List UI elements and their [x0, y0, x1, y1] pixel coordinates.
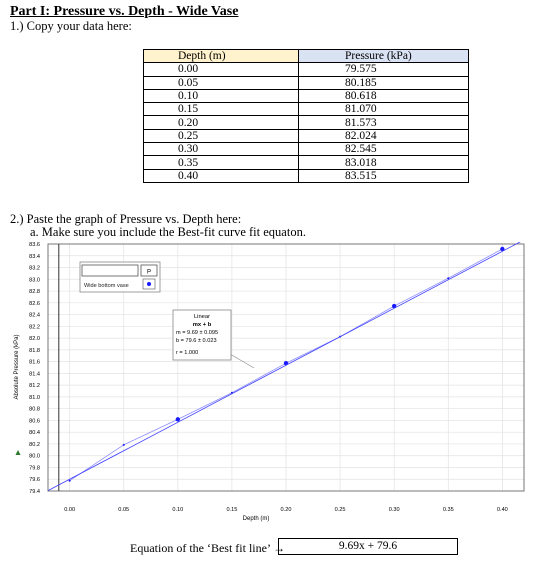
- depth-cell: 0.30: [143, 142, 299, 157]
- x-tick-label: 0.00: [64, 507, 75, 513]
- depth-cell: 0.20: [143, 115, 299, 130]
- data-point: [68, 479, 71, 482]
- y-tick-label: 83.6: [29, 242, 40, 248]
- y-tick-label: 82.4: [29, 313, 40, 319]
- fit-box-r: r = 1.000: [176, 350, 198, 356]
- legend-marker: [147, 282, 151, 286]
- data-point: [447, 277, 450, 280]
- table-row: 0.20 81.573: [143, 115, 469, 130]
- legend-name-field[interactable]: [81, 264, 139, 277]
- y-tick-label: 79.8: [29, 465, 40, 471]
- x-tick-label: 0.30: [389, 507, 400, 513]
- y-tick-label: 80.6: [29, 418, 40, 424]
- depth-cell: 0.25: [143, 128, 299, 144]
- data-point: [391, 303, 397, 309]
- depth-cell: 0.10: [143, 88, 299, 104]
- x-tick-labels: 0.00 0.05 0.10 0.15 0.20 0.25 0.30 0.35 0.40: [64, 507, 508, 513]
- depth-cell: 0.15: [143, 102, 299, 117]
- fit-box-m: m = 9.69 ± 0.095: [176, 330, 218, 336]
- depth-cell: 0.00: [143, 62, 299, 77]
- y-tick-label: 80.8: [29, 407, 40, 413]
- legend[interactable]: P Wide bottom vase: [79, 261, 161, 293]
- fit-box-title: Linear: [194, 314, 210, 320]
- pressure-cell: 82.024: [298, 128, 469, 144]
- y-tick-labels: 79.4 79.6 79.8 80.0 80.2 80.4 80.6 80.8 81.0 81.2…: [29, 242, 40, 495]
- y-tick-label: 79.4: [29, 489, 40, 495]
- table-row: 0.30 82.545: [143, 142, 469, 157]
- x-tick-label: 0.25: [335, 507, 346, 513]
- legend-p-button[interactable]: [140, 264, 158, 277]
- y-tick-label: 83.2: [29, 266, 40, 272]
- y-tick-label: 79.6: [29, 477, 40, 483]
- question-2-text: 2.) Paste the graph of Pressure vs. Dept…: [10, 212, 242, 226]
- y-tick-label: 82.2: [29, 324, 40, 330]
- table-row: 0.05 80.185: [143, 75, 469, 90]
- x-tick-label: 0.40: [497, 507, 508, 513]
- y-tick-label: 81.8: [29, 348, 40, 354]
- part-title: Part I: Pressure vs. Depth - Wide Vase: [10, 4, 239, 19]
- table-row: 0.15 81.070: [143, 102, 469, 117]
- x-tick-label: 0.20: [281, 507, 292, 513]
- equation-value-box[interactable]: 9.69x + 79.6: [278, 538, 458, 555]
- table-row: 0.00 79.575: [143, 62, 469, 77]
- table-header-row: Depth (m) Pressure (kPa): [143, 48, 469, 64]
- pressure-cell: 79.575: [298, 62, 469, 77]
- x-axis-label: Depth (m): [243, 516, 270, 522]
- fit-line-group: [47, 242, 521, 491]
- legend-series-label: Wide bottom vase: [84, 283, 129, 289]
- header-pressure: Pressure (kPa): [298, 48, 469, 64]
- fit-box-leader-line: [229, 353, 255, 369]
- legend-p-label: P: [147, 270, 151, 276]
- pressure-cell: 80.618: [298, 88, 469, 104]
- y-tick-label: 80.4: [29, 430, 40, 436]
- table-row: 0.40 83.515: [143, 168, 469, 183]
- data-table: Depth (m) Pressure (kPa) 0.00 79.575 0.05 8…: [143, 48, 469, 183]
- question-1-text: 1.) Copy your data here:: [10, 19, 132, 33]
- depth-cell: 0.05: [143, 75, 299, 90]
- pressure-cell: 83.515: [298, 168, 469, 183]
- y-tick-label: 82.8: [29, 289, 40, 295]
- x-tick-label: 0.10: [172, 507, 183, 513]
- y-tick-label: 80.0: [29, 454, 40, 460]
- fit-box-frame: [172, 309, 232, 361]
- y-tick-label: 80.2: [29, 442, 40, 448]
- y-tick-label: 82.6: [29, 301, 40, 307]
- y-tick-label: 81.2: [29, 383, 40, 389]
- x-tick-label: 0.05: [118, 507, 129, 513]
- pressure-cell: 81.070: [298, 102, 469, 117]
- equation-label: Equation of the ‘Best fit line’ →: [130, 541, 286, 555]
- pressure-cell: 81.573: [298, 115, 469, 130]
- y-tick-label: 83.0: [29, 277, 40, 283]
- data-point: [175, 417, 181, 422]
- y-tick-label: 82.0: [29, 336, 40, 342]
- table-body: 0.00 79.575 0.05 80.185 0.10 80.618 0.15 81.070…: [143, 62, 469, 183]
- y-axis-expand-icon[interactable]: [15, 450, 21, 455]
- y-tick-label: 81.6: [29, 360, 40, 366]
- fit-box-formula: mx + b: [193, 322, 212, 328]
- y-tick-label: 81.4: [29, 371, 40, 377]
- pressure-cell: 80.185: [298, 75, 469, 90]
- data-series: [68, 246, 505, 482]
- data-point: [500, 246, 505, 252]
- x-tick-label: 0.15: [226, 507, 237, 513]
- fit-annotation-box[interactable]: Linear mx + b m = 9.69 ± 0.095 b = 79.6 …: [172, 309, 232, 361]
- fit-box-b: b = 79.6 ± 0.023: [176, 338, 217, 344]
- y-tick-label: 83.4: [29, 254, 40, 260]
- table-row: 0.10 80.618: [143, 88, 469, 104]
- table-row: 0.35 83.018: [143, 155, 469, 170]
- header-depth: Depth (m): [143, 48, 299, 64]
- x-tick-label: 0.35: [443, 507, 454, 513]
- question-2a-text: a. Make sure you include the Best-fit cu…: [30, 225, 306, 239]
- best-fit-line: [47, 242, 521, 491]
- plot-frame: [47, 243, 525, 492]
- table-row: 0.25 82.024: [143, 128, 469, 144]
- depth-cell: 0.35: [143, 155, 299, 170]
- pressure-depth-chart: 79.4 79.6 79.8 80.0 80.2 80.4 80.6 80.8 81.0 81.2…: [10, 242, 530, 532]
- data-point: [122, 443, 125, 446]
- pressure-cell: 82.545: [298, 142, 469, 157]
- y-tick-label: 81.0: [29, 395, 40, 401]
- pressure-cell: 83.018: [298, 155, 469, 170]
- y-axis-label: Absolute Pressure (kPa): [14, 334, 20, 399]
- depth-cell: 0.40: [143, 168, 299, 183]
